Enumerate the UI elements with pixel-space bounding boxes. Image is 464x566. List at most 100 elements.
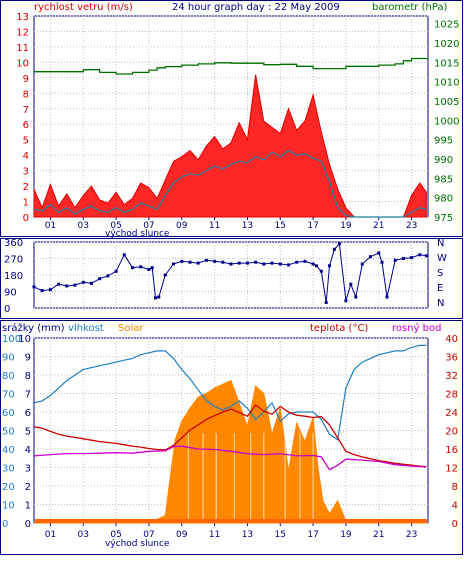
baro-y-tick-label: 1010 [434, 78, 459, 89]
wind-direction-point [270, 261, 274, 265]
x-tick-label: 01 [45, 530, 56, 540]
wind-direction-point [311, 262, 315, 266]
wind-direction-point [48, 288, 52, 292]
x-tick-label: 19 [340, 221, 352, 231]
baro-y-tick-label: 980 [434, 194, 453, 205]
wind-direction-point [73, 283, 77, 287]
wind-direction-point [188, 260, 192, 264]
x-tick-label: 19 [340, 530, 352, 540]
baro-y-tick-label: 1020 [434, 39, 459, 50]
wind-direction-point [385, 295, 389, 299]
x-tick-label: 13 [242, 530, 253, 540]
humidity-y-tick-label: 60 [2, 408, 15, 419]
x-tick-label: 11 [209, 221, 220, 231]
wind-direction-point [237, 261, 241, 265]
wind-direction-point [254, 260, 258, 264]
x-tick-label: 23 [406, 221, 417, 231]
compass-label: S [437, 268, 443, 279]
baro-y-tick-label: 975 [434, 213, 453, 224]
baro-y-tick-label: 995 [434, 136, 453, 147]
wind-direction-point [401, 257, 405, 260]
temperature-y-tick-label: 0 [452, 519, 458, 530]
temperature-y-tick-label: 12 [445, 464, 458, 475]
wind-y-tick-label: 3 [23, 167, 29, 178]
rain-y-tick-label: 3 [25, 464, 31, 475]
wind-direction-point [328, 264, 331, 268]
baro-y-tick-label: 1005 [434, 97, 459, 108]
x-tick-label: 07 [143, 221, 154, 231]
humidity-y-tick-label: 50 [2, 427, 15, 438]
sunrise-note: východ slunce [105, 539, 170, 549]
climate-frame [0, 320, 463, 555]
wind-direction-point [410, 256, 414, 260]
wind-direction-point [57, 282, 61, 286]
wind-direction-point [424, 254, 428, 258]
x-tick-label: 09 [176, 221, 188, 231]
baro-y-tick-label: 1015 [434, 58, 459, 69]
wind-y-tick-label: 7 [23, 105, 29, 116]
wind-direction-point [131, 266, 134, 270]
compass-label: N [437, 298, 444, 309]
humidity-y-tick-label: 70 [2, 390, 15, 401]
rain-y-tick-label: 6 [25, 408, 31, 419]
wind-direction-point [81, 280, 85, 284]
wind-direction-point [314, 264, 318, 268]
wind-direction-point [180, 259, 184, 263]
wind-direction-point [65, 284, 69, 288]
wind-direction-point [172, 262, 175, 266]
wind-direction-point [221, 260, 225, 264]
humidity-axis-title: vlhkost [68, 323, 104, 334]
x-tick-label: 23 [406, 530, 417, 540]
humidity-y-tick-label: 80 [2, 371, 15, 382]
baro-y-tick-label: 1025 [434, 20, 459, 31]
rain-y-tick-label: 0 [25, 519, 31, 530]
wind-direction-point [150, 266, 154, 270]
humidity-y-tick-label: 100 [2, 334, 21, 345]
x-tick-label: 05 [110, 530, 121, 540]
wind-y-tick-label: 12 [16, 27, 29, 38]
wind-direction-point [354, 295, 358, 299]
wind-direction-point [324, 301, 328, 304]
wind-direction-point [204, 258, 208, 262]
wind-direction-point [295, 260, 299, 264]
compass-label: E [437, 283, 443, 294]
wind-direction-point [139, 265, 143, 269]
wind-direction-point [196, 261, 200, 265]
temperature-line [33, 404, 427, 468]
x-tick-label: 09 [176, 530, 188, 540]
humidity-y-tick-label: 90 [2, 353, 15, 364]
axis-labels: 01 03 05 07 09 11 13 15 17 19 21 230123456789101112… [2, 12, 459, 549]
dew-point-line [33, 445, 427, 471]
wind-direction-point [245, 261, 249, 265]
temperature-y-tick-label: 24 [445, 408, 458, 419]
x-tick-label: 03 [78, 530, 89, 540]
wind-y-tick-label: 13 [16, 12, 29, 23]
baro-y-tick-label: 990 [434, 155, 453, 166]
rain-y-tick-label: 8 [25, 371, 31, 382]
rain-y-tick-label: 1 [25, 501, 31, 512]
temperature-y-tick-label: 40 [445, 334, 458, 345]
wind-direction-point [32, 285, 36, 289]
wind-direction-point [229, 262, 233, 266]
wind-direction-point [337, 242, 341, 246]
wind-y-tick-label: 0 [23, 213, 29, 224]
wind-direction-frame [0, 238, 463, 319]
humidity-y-tick-label: 30 [2, 464, 15, 475]
rain-y-tick-label: 7 [25, 390, 31, 401]
temperature-y-tick-label: 20 [445, 427, 458, 438]
wind-direction-point [40, 289, 44, 293]
direction-grid [34, 241, 428, 309]
wind-direction-point [377, 251, 381, 255]
rain-y-tick-label: 4 [25, 445, 31, 456]
wind-direction-point [122, 253, 126, 257]
x-tick-label: 03 [78, 221, 89, 231]
temperature-y-tick-label: 36 [445, 353, 458, 364]
wind-y-tick-label: 11 [16, 43, 29, 54]
humidity-line [33, 344, 427, 441]
wind-direction-point [98, 277, 102, 281]
sunrise-note: východ slunce [105, 229, 170, 239]
x-tick-label: 01 [45, 221, 56, 231]
humidity-y-tick-label: 0 [2, 519, 8, 530]
wind-direction-point [163, 273, 167, 277]
